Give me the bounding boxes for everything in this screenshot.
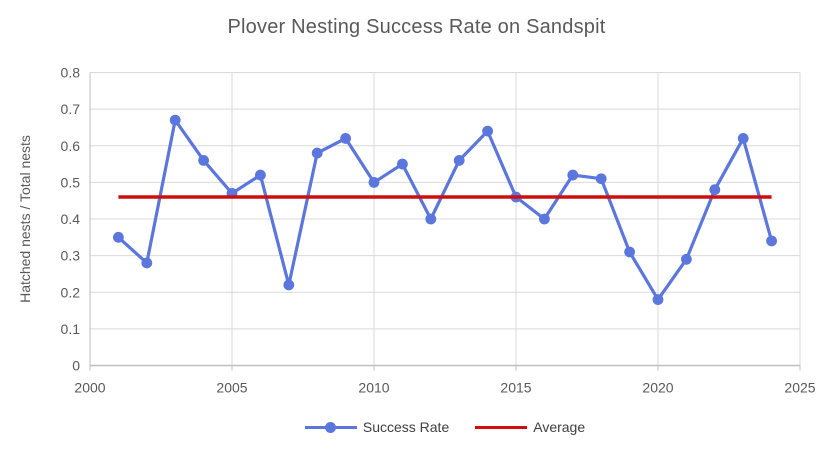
x-tick-label: 2020	[642, 380, 673, 396]
x-tick-label: 2000	[74, 380, 105, 396]
data-point	[311, 147, 323, 159]
x-tick-label: 2025	[784, 380, 815, 396]
data-point	[766, 235, 777, 247]
data-point	[567, 169, 579, 181]
y-tick-label: 0.3	[61, 248, 81, 264]
x-tick-label: 2010	[358, 380, 389, 396]
data-point	[709, 184, 721, 196]
y-tick-label: 0.7	[61, 101, 81, 117]
success-rate-line	[116, 118, 774, 302]
data-point	[737, 133, 749, 144]
line-swatch-icon	[475, 421, 528, 433]
data-point	[113, 231, 124, 243]
data-point	[141, 257, 153, 269]
data-point	[595, 173, 607, 185]
y-tick-label: 0.1	[61, 321, 81, 337]
line-marker-swatch-icon	[304, 421, 357, 433]
data-point	[425, 213, 437, 225]
data-point	[482, 125, 493, 137]
x-tick-label: 2005	[216, 380, 247, 396]
y-tick-label: 0.2	[61, 284, 81, 300]
data-point	[368, 176, 380, 188]
data-point	[652, 294, 664, 305]
data-point	[340, 133, 351, 144]
data-point	[624, 246, 635, 258]
y-tick-label: 0.8	[61, 65, 81, 81]
legend-label-success-rate: Success Rate	[362, 419, 450, 435]
data-point	[255, 169, 266, 181]
y-tick-label: 0.4	[61, 211, 81, 227]
legend-item-success-rate: Success Rate	[304, 419, 450, 435]
data-point	[397, 158, 408, 170]
legend: Success Rate Average	[90, 419, 800, 435]
data-point	[169, 114, 181, 126]
y-tick-label: 0.6	[61, 138, 81, 154]
data-point	[453, 155, 465, 166]
data-point	[539, 213, 550, 225]
data-point	[283, 279, 295, 291]
data-point	[681, 253, 692, 265]
legend-label-average: Average	[533, 419, 586, 435]
data-point	[198, 155, 210, 166]
y-tick-label: 0	[72, 358, 80, 374]
y-tick-label: 0.5	[61, 174, 81, 190]
x-tick-label: 2015	[500, 380, 531, 396]
chart-title: Plover Nesting Success Rate on Sandspit	[227, 16, 606, 38]
legend-item-average: Average	[475, 419, 585, 435]
